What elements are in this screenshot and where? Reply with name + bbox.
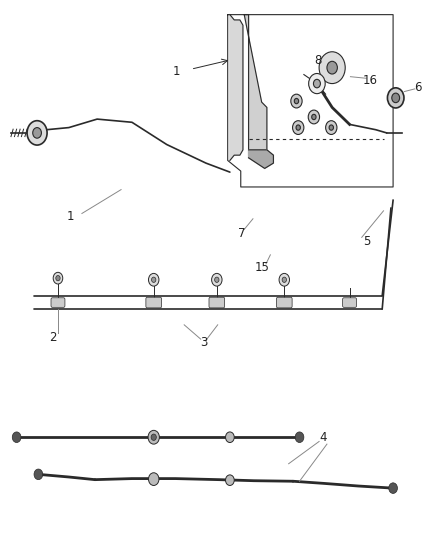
- Circle shape: [329, 125, 333, 130]
- Circle shape: [148, 430, 159, 444]
- Text: 1: 1: [67, 209, 74, 223]
- Circle shape: [293, 120, 304, 134]
- Circle shape: [319, 52, 345, 84]
- Circle shape: [309, 74, 325, 94]
- Circle shape: [388, 88, 404, 108]
- Text: 16: 16: [363, 75, 378, 87]
- Circle shape: [308, 110, 320, 124]
- Polygon shape: [230, 14, 243, 160]
- FancyBboxPatch shape: [276, 297, 292, 308]
- Circle shape: [215, 277, 219, 282]
- Circle shape: [34, 469, 43, 480]
- Text: 7: 7: [238, 227, 245, 240]
- Circle shape: [327, 61, 337, 74]
- Text: 6: 6: [415, 81, 422, 94]
- Polygon shape: [249, 150, 273, 168]
- Circle shape: [389, 483, 397, 494]
- Circle shape: [212, 273, 222, 286]
- Circle shape: [295, 432, 304, 442]
- Circle shape: [282, 277, 286, 282]
- Circle shape: [226, 432, 234, 442]
- Circle shape: [312, 114, 316, 119]
- Circle shape: [392, 93, 399, 103]
- FancyBboxPatch shape: [146, 297, 162, 308]
- Circle shape: [279, 273, 290, 286]
- Circle shape: [151, 434, 156, 440]
- Text: 15: 15: [254, 261, 269, 274]
- FancyBboxPatch shape: [343, 298, 357, 308]
- Circle shape: [53, 272, 63, 284]
- Circle shape: [56, 276, 60, 281]
- FancyBboxPatch shape: [51, 298, 65, 308]
- Circle shape: [314, 79, 321, 88]
- Circle shape: [152, 277, 156, 282]
- Circle shape: [148, 273, 159, 286]
- Text: 1: 1: [173, 65, 180, 78]
- Circle shape: [226, 475, 234, 486]
- Text: 5: 5: [363, 235, 371, 247]
- Circle shape: [33, 127, 42, 138]
- Polygon shape: [244, 14, 267, 155]
- Circle shape: [148, 473, 159, 486]
- Circle shape: [12, 432, 21, 442]
- Text: 3: 3: [200, 336, 208, 349]
- FancyBboxPatch shape: [209, 297, 225, 308]
- Circle shape: [294, 99, 299, 104]
- Circle shape: [296, 125, 300, 130]
- Text: 2: 2: [49, 331, 57, 344]
- Circle shape: [291, 94, 302, 108]
- Text: 8: 8: [314, 54, 322, 67]
- Circle shape: [325, 120, 337, 134]
- Circle shape: [27, 120, 47, 145]
- Text: 4: 4: [320, 431, 327, 444]
